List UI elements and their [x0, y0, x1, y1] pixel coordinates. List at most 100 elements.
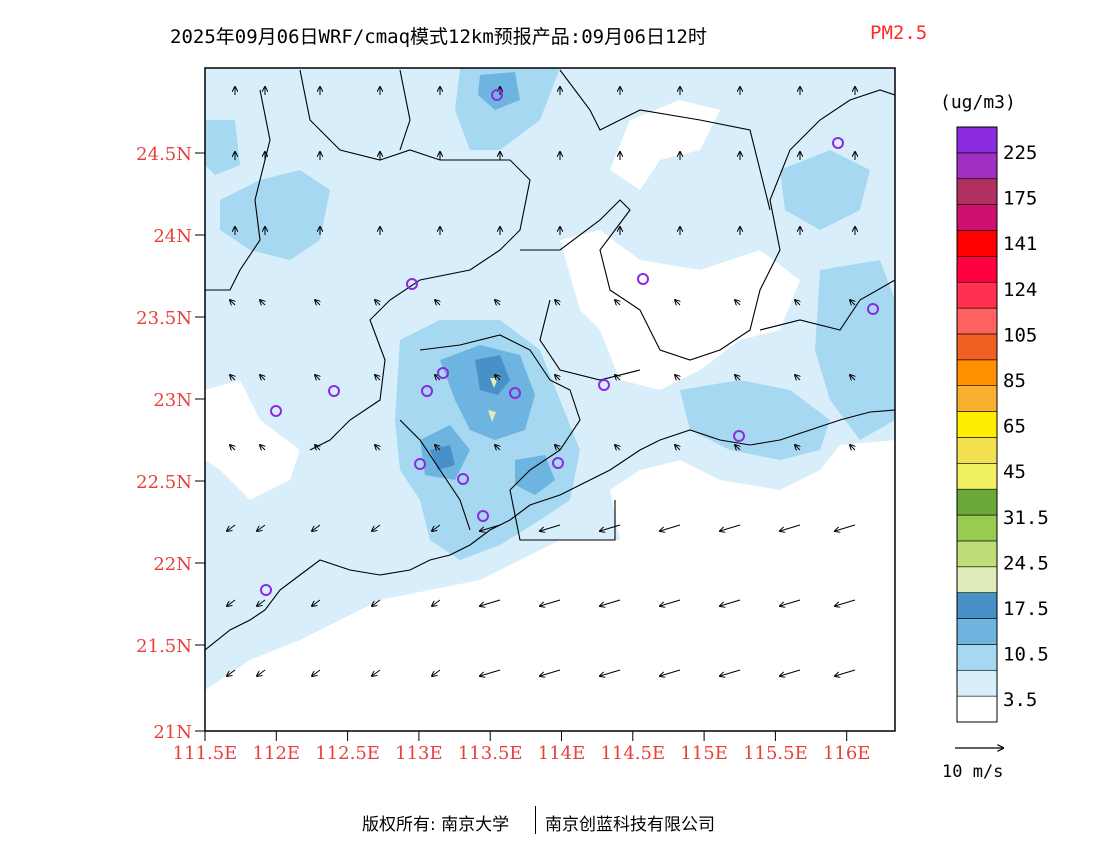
longitude-label: 113E [395, 743, 443, 764]
wind-arrow [480, 599, 501, 606]
wind-arrow [480, 524, 501, 531]
wind-arrow [312, 524, 321, 531]
latitude-label: 22N [153, 554, 192, 575]
legend-swatch [956, 256, 998, 283]
legend-swatch [956, 385, 998, 412]
latitude-label: 21.5N [136, 636, 192, 657]
wind-arrow [432, 669, 441, 676]
title-main: 2025年09月06日WRF/cmaq模式12km预报产品:09月06日12时 [170, 26, 707, 48]
wind-arrow [230, 375, 235, 380]
wind-arrow [375, 300, 380, 305]
color-legend: 225 175 141 124 105 85 65 45 31.5 24.5 17.5 10.5 3.5 [956, 126, 1049, 723]
monitoring-station-marker [421, 385, 433, 397]
pm25-contour-medium-ne [780, 150, 870, 230]
province-boundary [759, 279, 895, 331]
wind-arrow [230, 445, 235, 450]
legend-label: 225 [1003, 142, 1037, 164]
monitoring-station-marker [477, 510, 489, 522]
wind-arrow [735, 375, 740, 380]
wind-arrow [720, 669, 741, 676]
pm25-contour-dark-s [515, 455, 555, 495]
legend-frame [956, 126, 998, 723]
wind-arrow [850, 445, 855, 450]
wind-arrow [312, 669, 321, 676]
latitude-label: 23N [153, 390, 192, 411]
wind-arrow [540, 524, 561, 531]
wind-arrow [835, 524, 856, 531]
legend-label: 31.5 [1003, 507, 1049, 529]
wind-arrow [435, 445, 440, 450]
latitude-label: 24.5N [136, 144, 192, 165]
longitude-label: 114E [538, 743, 586, 764]
longitude-labels: 111.5E 112E 112.5E 113E 113.5E 114E 114.5E 115E… [173, 731, 870, 764]
wind-arrow [540, 599, 561, 606]
monitoring-station-marker [270, 405, 282, 417]
longitude-label: 113.5E [458, 743, 523, 764]
legend-swatch [956, 540, 998, 568]
wind-arrow [312, 599, 321, 606]
monitoring-station-marker [414, 458, 426, 470]
legend-label: 105 [1003, 324, 1037, 346]
wind-arrow [260, 300, 265, 305]
wind-arrow [780, 599, 801, 606]
legend-label: 85 [1003, 370, 1026, 392]
wind-arrow [495, 445, 500, 450]
wind-arrow [615, 300, 620, 305]
legend-label: 10.5 [1003, 644, 1049, 666]
legend-swatch [956, 437, 998, 464]
legend-unit: (ug/m3) [940, 92, 1016, 113]
wind-arrow [227, 524, 236, 531]
wind-arrow [795, 375, 800, 380]
wind-arrow [227, 599, 236, 606]
longitude-label: 115E [680, 743, 728, 764]
monitoring-station-marker [406, 278, 418, 290]
wind-arrow [372, 669, 381, 676]
wind-arrow [480, 669, 501, 676]
wind-arrow [315, 445, 320, 450]
wind-arrow [675, 375, 680, 380]
legend-swatch [956, 307, 998, 335]
pm25-contour-medium-w [205, 120, 240, 175]
province-boundary [520, 89, 895, 361]
legend-label: 24.5 [1003, 552, 1049, 574]
monitoring-station-marker [598, 379, 610, 391]
latitude-labels: 24.5N 24N 23.5N 23N 22.5N 22N 21.5N 21N [136, 144, 205, 743]
wind-arrow [315, 375, 320, 380]
monitoring-station-marker [328, 385, 340, 397]
wind-arrow [675, 445, 680, 450]
pm25-contour-medium-nw [220, 170, 330, 260]
wind-arrow [227, 669, 236, 676]
pm25-gap-north [560, 230, 800, 390]
wind-arrow [735, 300, 740, 305]
wind-arrow [372, 524, 381, 531]
pm25-contour-dark [440, 345, 535, 440]
pm25-contour-darker [475, 355, 510, 395]
wind-arrow [720, 524, 741, 531]
legend-swatch [956, 669, 998, 697]
province-boundary [399, 419, 471, 531]
wind-arrow [315, 300, 320, 305]
wind-arrow [780, 669, 801, 676]
legend-swatch [956, 281, 998, 309]
wind-arrow [555, 445, 560, 450]
wind-arrow [675, 300, 680, 305]
pm25-hotspot [488, 410, 496, 422]
wind-arrow [435, 300, 440, 305]
monitoring-station-marker [733, 430, 745, 442]
monitoring-station-marker [491, 89, 503, 101]
wind-arrow [257, 599, 266, 606]
wind-arrow [600, 599, 621, 606]
monitoring-station-marker [552, 457, 564, 469]
province-boundary [399, 69, 411, 151]
wind-arrow [795, 300, 800, 305]
province-boundary [419, 334, 616, 541]
wind-arrow [257, 669, 266, 676]
latitude-label: 24N [153, 226, 192, 247]
wind-arrow [660, 669, 681, 676]
wind-arrow [835, 669, 856, 676]
wind-arrow [735, 445, 740, 450]
wind-arrow [260, 445, 265, 450]
footer-rights: 版权所有: 南京大学 [362, 815, 510, 835]
wind-arrow [600, 669, 621, 676]
